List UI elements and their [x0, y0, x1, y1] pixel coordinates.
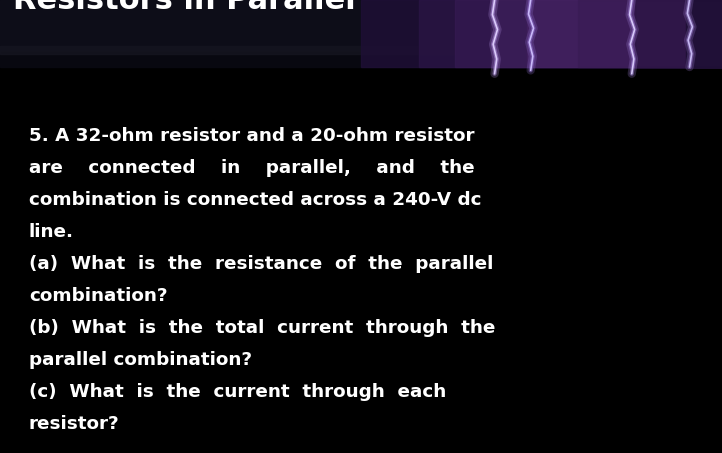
Text: combination is connected across a 240-V dc: combination is connected across a 240-V …	[29, 191, 482, 209]
Text: resistor?: resistor?	[29, 415, 120, 433]
Text: are    connected    in    parallel,    and    the: are connected in parallel, and the	[29, 159, 474, 177]
Bar	[361, 0, 722, 67]
Bar	[0, 67, 722, 453]
Text: line.: line.	[29, 223, 74, 241]
Bar	[0, 46, 722, 53]
Bar	[0, 0, 722, 67]
Bar	[455, 0, 722, 67]
Text: combination?: combination?	[29, 287, 168, 305]
Text: Resistors in Parallel: Resistors in Parallel	[13, 0, 356, 15]
Text: (c)  What  is  the  current  through  each: (c) What is the current through each	[29, 383, 446, 401]
Bar	[635, 0, 722, 67]
Text: (a)  What  is  the  resistance  of  the  parallel: (a) What is the resistance of the parall…	[29, 255, 493, 273]
Bar	[527, 0, 722, 67]
Bar	[686, 0, 722, 67]
Text: (b)  What  is  the  total  current  through  the: (b) What is the total current through th…	[29, 319, 495, 337]
Bar	[419, 0, 722, 67]
Bar	[0, 52, 722, 67]
Text: parallel combination?: parallel combination?	[29, 351, 252, 369]
Text: 5. A 32-ohm resistor and a 20-ohm resistor: 5. A 32-ohm resistor and a 20-ohm resist…	[29, 127, 474, 145]
Bar	[491, 0, 722, 67]
Bar	[578, 0, 722, 67]
